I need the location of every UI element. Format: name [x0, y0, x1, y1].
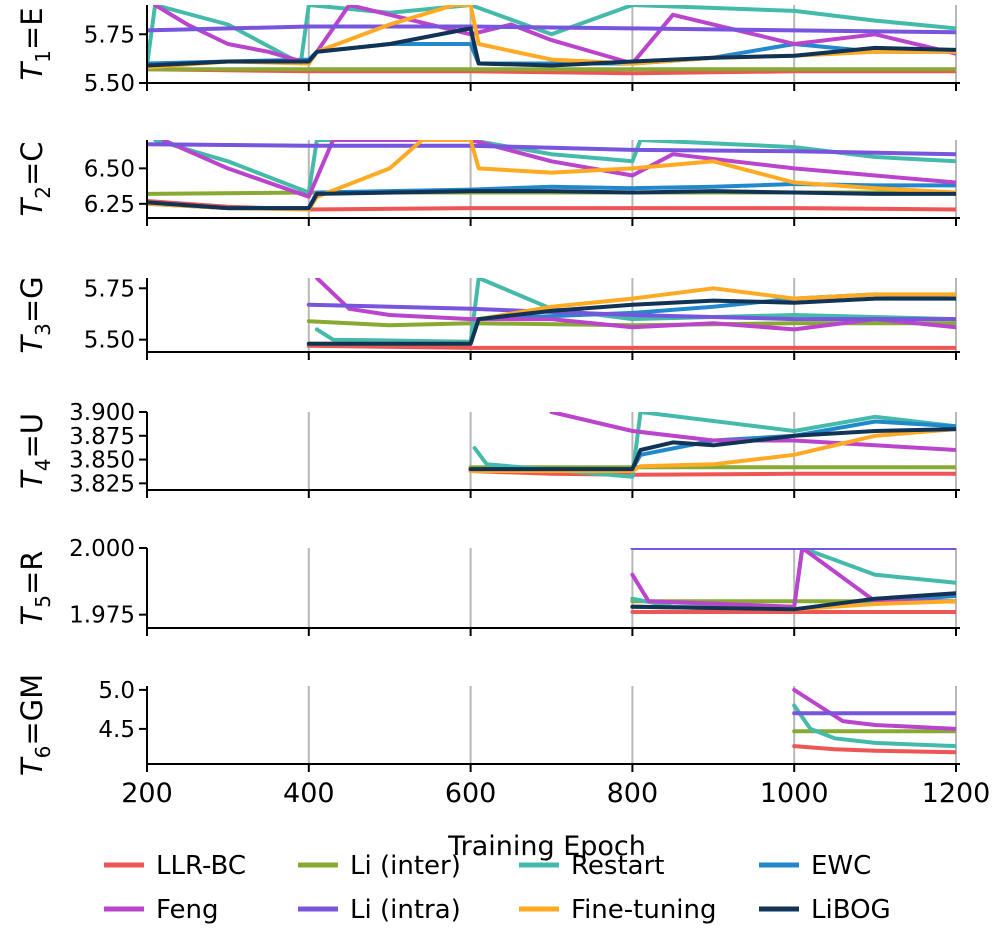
x-tick-label: 200 [121, 778, 173, 809]
y-axis-label: T3=G [15, 276, 55, 353]
series-line-llr-bc [306, 343, 956, 350]
y-tick-label: 5.50 [84, 71, 135, 97]
series-line-feng [161, 140, 956, 199]
y-tick-label: 1.975 [69, 603, 135, 629]
y-label-subscript: 6 [31, 746, 55, 759]
legend-label: Restart [571, 851, 664, 881]
series-line-restart [314, 278, 956, 344]
legend-label: Li (intra) [350, 895, 461, 925]
series-line-libog [147, 26, 956, 68]
series-line-libog [147, 189, 956, 211]
series-line-feng [630, 548, 956, 609]
series-group [468, 412, 956, 479]
series-line-li-inter [306, 319, 956, 328]
y-label-prefix: T [15, 469, 49, 489]
y-label-subscript: 4 [31, 459, 55, 472]
y-axis-label: T5=R [15, 551, 55, 626]
legend-label: EWC [811, 851, 871, 881]
y-axis-label: T6=GM [15, 674, 55, 776]
series-line-restart [147, 5, 956, 68]
y-tick-label: 5.0 [98, 678, 135, 704]
series-line-feng [792, 687, 956, 731]
series-line-li-intra [147, 24, 956, 35]
legend-label: Li (inter) [350, 851, 461, 881]
series-line-libog [630, 591, 956, 612]
panel-2: 6.25 6.50 T2=C [15, 140, 960, 226]
y-label-suffix: =G [15, 276, 49, 323]
y-tick-label: 3.875 [69, 424, 135, 450]
series-line-libog [306, 296, 956, 346]
legend-item: Restart [519, 851, 664, 881]
legend-label: Fine-tuning [571, 895, 717, 925]
subplot-panels: 5.505.75T1=E6.256.50T2=C5.505.75T3=G3.82… [15, 5, 960, 776]
x-tick-label: 600 [445, 778, 497, 809]
series-group [630, 548, 956, 614]
y-label-suffix: =C [15, 141, 49, 186]
series-line-restart [472, 412, 956, 479]
series-group [147, 140, 956, 212]
y-label-prefix: T [15, 756, 49, 776]
legend-label: LiBOG [811, 895, 891, 925]
y-tick-label: 4.5 [98, 717, 135, 743]
y-tick-label: 3.825 [69, 471, 135, 497]
series-line-li-intra [306, 302, 956, 322]
series-line-feng [314, 278, 956, 332]
series-line-feng [153, 5, 956, 66]
y-label-suffix: =U [15, 413, 49, 459]
x-tick-label: 1200 [922, 778, 991, 809]
y-tick-label: 3.900 [69, 400, 135, 426]
y-tick-label: 2.000 [69, 536, 135, 562]
y-tick-label: 5.75 [84, 22, 135, 48]
y-tick-label: 5.75 [84, 276, 135, 302]
y-label-suffix: =GM [15, 674, 49, 746]
y-label-prefix: T [15, 197, 49, 217]
y-label-subscript: 3 [31, 323, 55, 336]
series-group [147, 5, 956, 76]
series-group [792, 687, 956, 755]
legend-item: Fine-tuning [519, 895, 717, 925]
panel-3: 5.50 5.75 T3=G [15, 276, 960, 360]
legend-item: EWC [759, 851, 871, 881]
legend-item: LLR-BC [104, 851, 246, 881]
x-tick-label: 1000 [760, 778, 829, 809]
y-label-suffix: =R [15, 551, 49, 595]
legend-item: LiBOG [759, 895, 891, 925]
y-label-subscript: 5 [31, 595, 55, 608]
y-label-subscript: 1 [31, 50, 55, 63]
y-axis-label: T1=E [15, 7, 55, 80]
x-axis: 200 400 600 800 1000 1200 [121, 778, 990, 809]
x-tick-label: 800 [607, 778, 659, 809]
series-line-ewc [147, 182, 956, 211]
legend-item: Feng [104, 895, 219, 925]
legend: LLR-BC Li (inter) Restart EWC Feng Li (intra)… [104, 851, 891, 925]
y-axis-label: T4=U [15, 413, 55, 489]
y-tick-label: 6.25 [84, 192, 135, 218]
panel-1: 5.50 5.75 T1=E [15, 5, 960, 97]
y-label-prefix: T [15, 605, 49, 625]
series-line-libog [468, 427, 956, 472]
legend-item: Li (inter) [298, 851, 461, 881]
series-line-fine-tuning [468, 427, 956, 473]
y-label-subscript: 2 [31, 186, 55, 199]
panel-5: 1.975 2.000 T5=R [15, 536, 960, 636]
legend-label: Feng [156, 895, 219, 925]
y-label-suffix: =E [15, 7, 49, 50]
y-tick-label: 6.50 [84, 156, 135, 182]
x-tick-label: 400 [283, 778, 335, 809]
series-line-llr-bc [792, 744, 956, 755]
series-group [306, 278, 956, 350]
y-axis-label: T2=C [15, 141, 55, 216]
panel-6: 4.5 5.0 T6=GM [15, 674, 960, 776]
y-tick-label: 5.50 [84, 328, 135, 354]
series-line-li-intra [147, 142, 956, 157]
y-tick-label: 3.850 [69, 448, 135, 474]
series-line-restart [792, 703, 956, 749]
y-label-prefix: T [15, 61, 49, 81]
legend-item: Li (intra) [298, 895, 461, 925]
x-axis-label: Training Epoch [447, 831, 646, 862]
y-label-prefix: T [15, 334, 49, 354]
legend-label: LLR-BC [156, 851, 246, 881]
